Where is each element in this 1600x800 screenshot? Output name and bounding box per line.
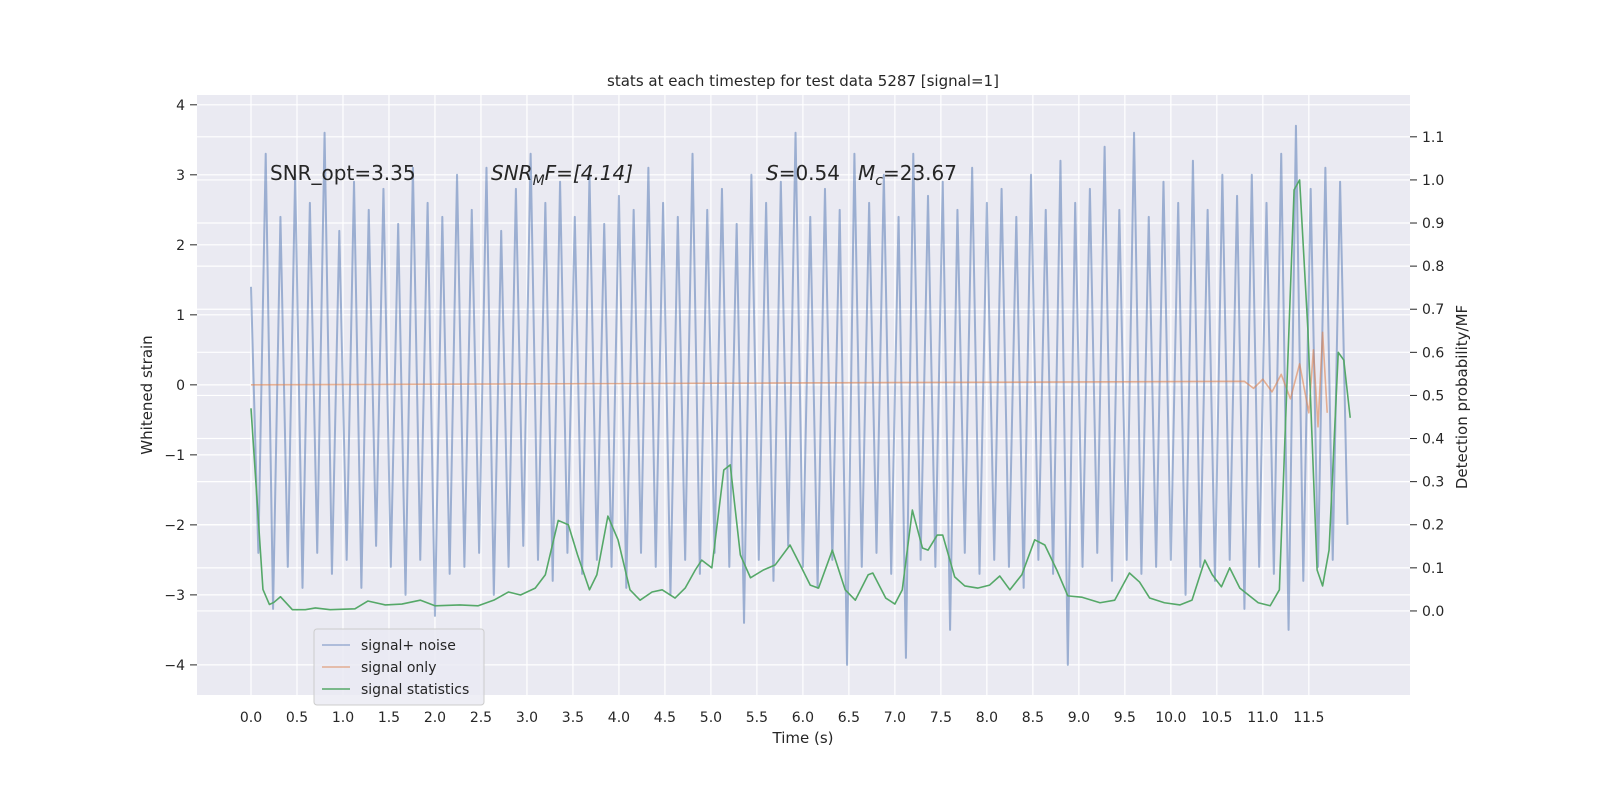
x-tick-label: 6.5 <box>838 710 860 726</box>
y2-tick-label: 0.5 <box>1422 388 1444 404</box>
x-axis-label: Time (s) <box>772 729 834 747</box>
series-line <box>249 124 1349 666</box>
x-tick-label: 0.5 <box>286 710 308 726</box>
x-tick-label: 10.5 <box>1201 710 1232 726</box>
x-tick-label: 8.5 <box>1022 710 1044 726</box>
marks <box>249 124 1352 666</box>
x-tick-label: 2.0 <box>424 710 446 726</box>
x-tick-label: 10.0 <box>1155 710 1186 726</box>
y2-tick-label: 0.2 <box>1422 518 1444 534</box>
annotation-subscript: M <box>533 173 545 189</box>
annotation-subscript: c <box>875 173 883 189</box>
x-tick-label: 4.5 <box>654 710 676 726</box>
x-tick-label: 8.0 <box>976 710 998 726</box>
legend-label: signal only <box>361 660 436 676</box>
x-tick-label: 1.0 <box>332 710 354 726</box>
x-tick-label: 3.0 <box>516 710 538 726</box>
y2-tick-label: 0.7 <box>1422 302 1444 318</box>
y2-tick-label: 0.9 <box>1422 216 1444 232</box>
legend-label: signal+ noise <box>361 638 456 654</box>
y-tick-label: 4 <box>176 98 185 114</box>
y2-tick-label: 0.1 <box>1422 561 1444 577</box>
y2-axis-label: Detection probability/MF <box>1453 305 1471 489</box>
x-tick-label: 7.5 <box>930 710 952 726</box>
y2-tick-label: 0.3 <box>1422 475 1444 491</box>
annotation: SNRMF=[4.14] <box>491 161 633 189</box>
legend-box <box>313 628 485 706</box>
x-tick-label: 3.5 <box>562 710 584 726</box>
y-tick-label: 2 <box>176 238 185 254</box>
annotation-text: F=[4.14] <box>545 161 633 185</box>
x-tick-label: 9.5 <box>1114 710 1136 726</box>
x-tick-label: 5.0 <box>700 710 722 726</box>
annotation: S=0.54 Mc=23.67 <box>766 161 957 189</box>
series-line <box>250 179 1352 611</box>
chart-title: stats at each timestep for test data 528… <box>607 72 999 90</box>
x-tick-label: 11.0 <box>1247 710 1278 726</box>
y-tick-label: −4 <box>164 658 185 674</box>
y2-tick-label: 0.4 <box>1422 432 1444 448</box>
x-tick-label: 6.0 <box>792 710 814 726</box>
y2-tick-label: 1.0 <box>1422 173 1444 189</box>
x-tick-label: 0.0 <box>240 710 262 726</box>
legend: signal+ noise signal only signal statistic… <box>313 628 485 706</box>
x-tick-label: 4.0 <box>608 710 630 726</box>
y2-tick-label: 0.6 <box>1422 345 1444 361</box>
y2-tick-label: 1.1 <box>1422 130 1444 146</box>
annotation: SNR_opt=3.35 <box>270 161 416 185</box>
y-tick-label: 1 <box>176 308 185 324</box>
x-tick-label: 1.5 <box>378 710 400 726</box>
y-tick-label: −2 <box>164 518 185 534</box>
annotation-text: SNR <box>491 161 533 185</box>
y2-tick-label: 0.8 <box>1422 259 1444 275</box>
annotation-text: =0.54 <box>779 161 840 185</box>
y2-tick-label: 0.0 <box>1422 604 1444 620</box>
x-tick-label: 9.0 <box>1068 710 1090 726</box>
legend-label: signal statistics <box>361 682 469 698</box>
y-tick-label: 3 <box>176 168 185 184</box>
y-tick-label: −1 <box>164 448 185 464</box>
y-tick-label: 0 <box>176 378 185 394</box>
x-tick-label: 2.5 <box>470 710 492 726</box>
series-line <box>250 331 1329 428</box>
y-axis-label: Whitened strain <box>138 335 156 454</box>
annotation-text: SNR_opt=3.35 <box>270 161 416 185</box>
x-tick-label: 5.5 <box>746 710 768 726</box>
y-tick-label: −3 <box>164 588 185 604</box>
annotation-text: =23.67 <box>883 161 957 185</box>
annotation-text: M <box>858 161 875 185</box>
x-tick-label: 11.5 <box>1293 710 1324 726</box>
x-tick-label: 7.0 <box>884 710 906 726</box>
annotation-text: S <box>766 161 779 185</box>
